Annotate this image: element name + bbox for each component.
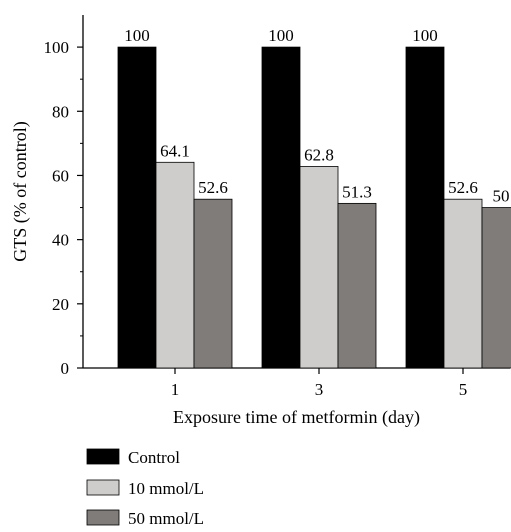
bar xyxy=(405,46,445,369)
y-tick-label: 40 xyxy=(52,231,69,250)
bar xyxy=(193,198,233,369)
bar xyxy=(261,46,301,369)
legend-swatch xyxy=(86,509,120,526)
x-axis-title: Exposure time of metformin (day) xyxy=(173,407,420,428)
bar-value-label: 100 xyxy=(268,26,294,45)
bar-value-label: 100 xyxy=(412,26,438,45)
legend-label: 10 mmol/L xyxy=(128,479,204,498)
bar xyxy=(155,161,195,369)
bar xyxy=(117,46,157,369)
bar xyxy=(299,166,339,369)
bar xyxy=(337,202,377,369)
x-tick-label: 5 xyxy=(459,380,468,399)
x-tick-label: 1 xyxy=(171,380,180,399)
y-tick-label: 60 xyxy=(52,166,69,185)
bar-value-label: 52.6 xyxy=(448,178,478,197)
bar-value-label: 100 xyxy=(124,26,150,45)
legend-label: 50 mmol/L xyxy=(128,509,204,527)
x-tick-label: 3 xyxy=(315,380,324,399)
y-axis-title: GTS (% of control) xyxy=(10,121,31,261)
bar-value-label: 50 xyxy=(493,187,510,206)
y-tick-label: 0 xyxy=(61,359,70,378)
y-tick-label: 80 xyxy=(52,102,69,121)
legend-label: Control xyxy=(128,448,180,467)
legend-swatch xyxy=(86,448,120,465)
bar xyxy=(443,198,483,369)
bar xyxy=(481,207,511,369)
y-tick-label: 20 xyxy=(52,295,69,314)
y-tick-label: 100 xyxy=(44,38,70,57)
bar-value-label: 64.1 xyxy=(160,141,190,160)
legend-swatch xyxy=(86,479,120,496)
bar-value-label: 51.3 xyxy=(342,182,372,201)
bar-value-label: 62.8 xyxy=(304,145,334,164)
bar-value-label: 52.6 xyxy=(198,178,228,197)
